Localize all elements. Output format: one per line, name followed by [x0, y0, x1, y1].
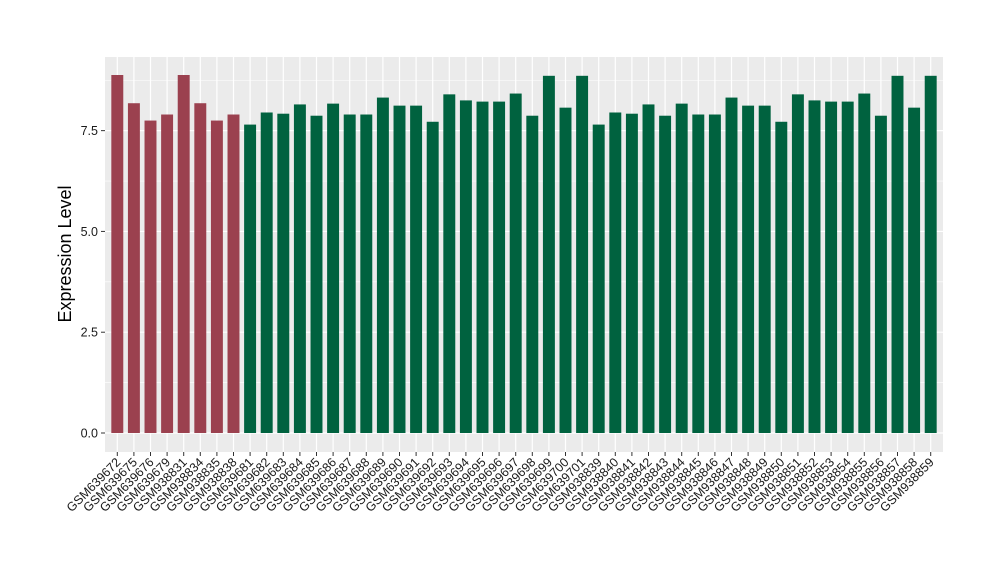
bar-gsm639681: [244, 124, 257, 434]
bar-gsm938855: [858, 93, 871, 433]
bar-gsm938844: [675, 103, 688, 433]
bar-gsm938846: [708, 114, 721, 434]
y-tick-label: 0.0: [81, 427, 98, 441]
y-axis-title: Expression Level: [55, 185, 75, 322]
bar-gsm938831: [177, 75, 190, 433]
bar-gsm639685: [310, 115, 323, 433]
bar-gsm938853: [825, 101, 838, 434]
bar-gsm639675: [127, 103, 140, 434]
bar-gsm639694: [459, 100, 472, 433]
bar-gsm938840: [609, 112, 622, 434]
bar-gsm938841: [625, 113, 638, 434]
bar-gsm639699: [542, 75, 555, 433]
bar-gsm938856: [874, 115, 887, 433]
bar-gsm639687: [343, 114, 356, 434]
bar-gsm639695: [476, 101, 489, 434]
bar-gsm938850: [775, 121, 788, 434]
bar-gsm639692: [426, 121, 439, 434]
bar-gsm938835: [210, 120, 223, 433]
bar-gsm639684: [293, 104, 306, 434]
bar-gsm639691: [410, 105, 423, 433]
bar-gsm938852: [808, 100, 821, 433]
bar-gsm639700: [559, 107, 572, 434]
bar-gsm639701: [576, 75, 589, 433]
bar-gsm938858: [908, 107, 921, 434]
bars: [111, 75, 937, 434]
bar-gsm639679: [161, 114, 174, 434]
bar-gsm938854: [841, 101, 854, 434]
bar-gsm938849: [758, 105, 771, 433]
bar-gsm639696: [493, 101, 506, 434]
bar-gsm639689: [376, 97, 389, 434]
bar-gsm938842: [642, 104, 655, 434]
bar-gsm938839: [592, 124, 605, 434]
bar-gsm639697: [509, 93, 522, 433]
bar-gsm938847: [725, 97, 738, 434]
bar-gsm938857: [891, 75, 904, 433]
y-tick-label: 7.5: [81, 124, 98, 138]
bar-gsm639698: [526, 115, 539, 433]
y-axis: 0.0 2.5 5.0 7.5: [81, 124, 105, 441]
bar-gsm639688: [360, 114, 373, 434]
x-axis: GSM639672GSM639675GSM639676GSM639679GSM9…: [64, 452, 937, 515]
bar-gsm938851: [791, 94, 804, 433]
bar-gsm639690: [393, 105, 406, 433]
bar-gsm938834: [194, 103, 207, 434]
y-tick-label: 5.0: [81, 225, 98, 239]
bar-gsm938843: [659, 115, 672, 433]
bar-gsm639672: [111, 75, 124, 433]
bar-gsm639683: [277, 113, 290, 434]
bar-gsm639676: [144, 120, 157, 433]
y-tick-label: 2.5: [81, 326, 98, 340]
bar-gsm639693: [443, 94, 456, 433]
bar-gsm938859: [924, 75, 937, 433]
bar-gsm639686: [327, 103, 340, 433]
bar-gsm938838: [227, 114, 240, 434]
bar-gsm938845: [692, 114, 705, 434]
bar-gsm639682: [260, 112, 273, 434]
bar-gsm938848: [742, 105, 755, 433]
